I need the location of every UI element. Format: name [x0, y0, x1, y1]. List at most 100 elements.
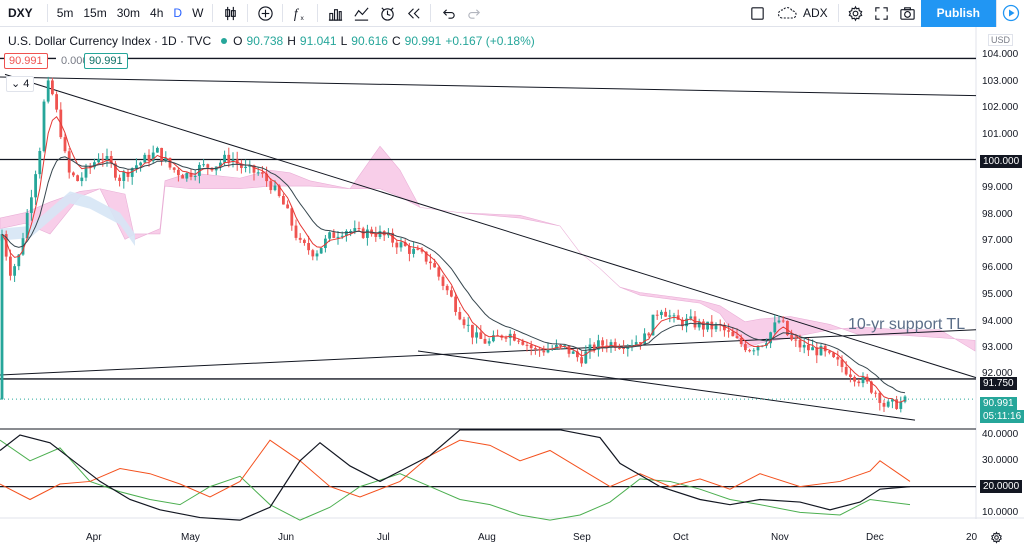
- ema-fast-line: [1, 115, 906, 403]
- price-chart[interactable]: [0, 27, 1024, 546]
- interval-w[interactable]: W: [192, 6, 204, 20]
- settings-icon[interactable]: [843, 0, 869, 27]
- indicator-count-toggle[interactable]: ⌄ 4: [6, 76, 35, 92]
- candle-body: [357, 228, 361, 230]
- interval-d[interactable]: D: [173, 6, 183, 20]
- candle-body: [160, 147, 163, 162]
- candle-body: [853, 376, 856, 382]
- candle-body: [101, 159, 105, 161]
- candle-body: [630, 345, 634, 347]
- candle-body: [735, 336, 739, 339]
- redo-icon[interactable]: [461, 0, 487, 27]
- undo-icon[interactable]: [435, 0, 461, 27]
- financials-icon[interactable]: [322, 0, 348, 27]
- interval-15m[interactable]: 15m: [83, 6, 107, 20]
- candle-body: [563, 345, 567, 347]
- chart-area[interactable]: [0, 27, 1024, 546]
- publish-button[interactable]: Publish: [920, 0, 996, 27]
- candle-body: [466, 324, 470, 326]
- candle-body: [895, 399, 898, 409]
- candle-body: [832, 352, 835, 358]
- candle-body: [702, 321, 705, 330]
- candle-body: [450, 290, 453, 297]
- candle-body: [206, 164, 210, 168]
- level-tag-9175: 91.750: [980, 377, 1017, 390]
- candle-body: [282, 196, 285, 205]
- candle-body: [118, 177, 121, 181]
- candle-body: [903, 396, 907, 402]
- indicator-label: ADX: [802, 6, 828, 20]
- candle-body: [67, 151, 71, 173]
- candle-body: [240, 163, 243, 168]
- candle-body: [655, 314, 659, 316]
- candle-body: [4, 234, 8, 257]
- candles-icon[interactable]: [217, 0, 243, 27]
- gear-icon[interactable]: [990, 531, 1003, 546]
- candle-body: [164, 157, 168, 162]
- candle-body: [93, 162, 96, 168]
- last-price-tag: 90.991: [980, 397, 1017, 410]
- time-tick: Aug: [478, 532, 496, 543]
- candle-body: [353, 228, 357, 232]
- candle-body: [374, 234, 378, 237]
- interval-5m[interactable]: 5m: [56, 6, 74, 20]
- layout-icon[interactable]: [745, 0, 771, 27]
- time-tick: May: [181, 532, 200, 543]
- candle-body: [555, 345, 558, 349]
- candle-body: [819, 345, 823, 356]
- candle-body: [517, 340, 520, 342]
- compare-icon[interactable]: [252, 0, 278, 27]
- candle-body: [38, 150, 42, 175]
- legend-close: 90.991: [404, 34, 442, 48]
- camera-icon[interactable]: [895, 0, 921, 27]
- candle-body: [828, 351, 831, 353]
- candle-body: [584, 351, 588, 364]
- candle-body: [76, 175, 79, 182]
- chevron-down-icon: ⌄: [11, 78, 24, 90]
- adx-line: [0, 429, 911, 521]
- candle-body: [744, 344, 747, 351]
- candle-body: [454, 296, 457, 312]
- candle-body: [189, 173, 193, 177]
- play-button[interactable]: [996, 0, 1024, 27]
- candle-body: [235, 159, 239, 164]
- fullscreen-icon[interactable]: [869, 0, 895, 27]
- templates-icon[interactable]: [348, 0, 374, 27]
- toolbar-divider: [282, 4, 284, 22]
- candle-body: [492, 335, 495, 342]
- candle-body: [899, 401, 903, 409]
- candle-body: [891, 399, 894, 402]
- interval-30m[interactable]: 30m: [116, 6, 141, 20]
- candle-body: [340, 235, 344, 237]
- candle-body: [807, 344, 810, 351]
- replay-icon[interactable]: [400, 0, 426, 27]
- candle-body: [748, 350, 751, 352]
- interval-4h[interactable]: 4h: [150, 6, 164, 20]
- candle-body: [97, 159, 100, 163]
- svg-text:x: x: [300, 15, 304, 22]
- candle-body: [882, 402, 886, 407]
- price-tick: 98.000: [982, 209, 1013, 220]
- candle-body: [781, 320, 785, 322]
- toolbar-divider: [430, 4, 432, 22]
- candle-body: [345, 231, 348, 236]
- adx-level-tag: 20.0000: [980, 480, 1023, 493]
- candle-body: [269, 181, 273, 191]
- ichimoku-cloud-blue: [0, 191, 135, 246]
- candle-body: [424, 251, 428, 262]
- candle-body: [706, 321, 709, 330]
- candle-body: [25, 212, 29, 239]
- candle-body: [857, 381, 861, 384]
- candle-body: [844, 366, 848, 375]
- adx-minus-di-line: [0, 439, 911, 501]
- candle-body: [286, 204, 289, 209]
- alert-icon[interactable]: [374, 0, 400, 27]
- candle-body: [521, 341, 525, 345]
- symbol-search[interactable]: DXY: [8, 6, 33, 20]
- legend-low: 90.616: [351, 34, 388, 48]
- cloud-save[interactable]: ADX: [771, 0, 834, 27]
- candle-body: [139, 162, 142, 166]
- candle-body: [303, 239, 306, 244]
